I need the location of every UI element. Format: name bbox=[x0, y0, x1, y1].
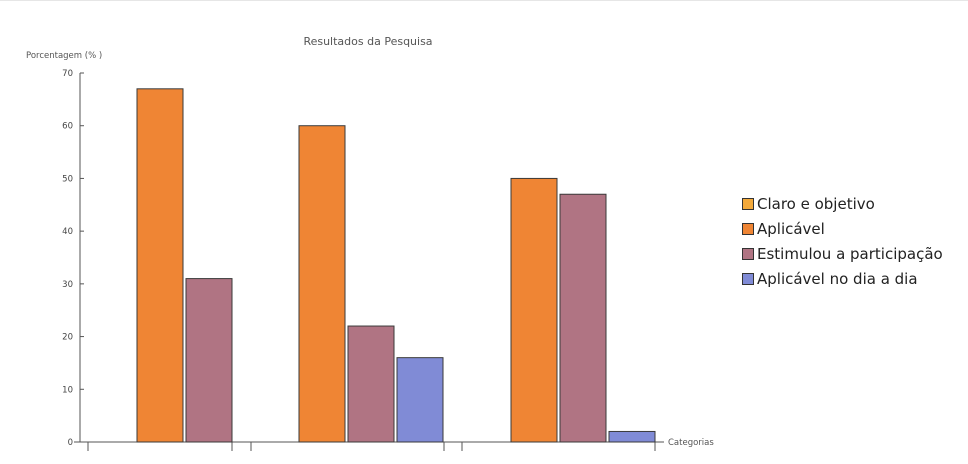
y-tick-label: 50 bbox=[62, 174, 73, 184]
y-axis-label: Porcentagem (% ) bbox=[26, 51, 102, 61]
bar bbox=[608, 430, 656, 443]
legend-label: Aplicável bbox=[757, 219, 825, 238]
legend: Claro e objetivo Aplicável Estimulou a par… bbox=[742, 191, 964, 291]
legend-label: Aplicável no dia a dia bbox=[757, 269, 918, 288]
bar bbox=[396, 357, 444, 443]
bar bbox=[559, 193, 607, 443]
legend-swatch bbox=[742, 197, 754, 210]
legend-item: Claro e objetivo bbox=[742, 191, 964, 216]
y-tick-label: 10 bbox=[62, 385, 73, 395]
y-tick-label: 70 bbox=[62, 69, 73, 79]
bar bbox=[185, 278, 233, 443]
legend-swatch bbox=[742, 272, 754, 285]
legend-swatch bbox=[742, 247, 754, 260]
legend-label: Claro e objetivo bbox=[757, 194, 875, 213]
x-axis-label: Categorias bbox=[668, 438, 714, 448]
legend-item: Aplicável bbox=[742, 216, 964, 241]
legend-label: Estimulou a participação bbox=[757, 244, 943, 263]
legend-item: Estimulou a participação bbox=[742, 241, 964, 266]
y-tick-label: 30 bbox=[62, 280, 73, 290]
legend-item: Aplicável no dia a dia bbox=[742, 266, 964, 291]
bar bbox=[136, 88, 184, 443]
legend-swatch bbox=[742, 222, 754, 235]
chart-title: Resultados da Pesquisa bbox=[303, 35, 432, 48]
y-tick-label: 20 bbox=[62, 333, 73, 343]
y-tick-label: 60 bbox=[62, 122, 73, 132]
y-tick-label: 40 bbox=[62, 227, 73, 237]
y-tick-label: 0 bbox=[68, 438, 73, 448]
bar bbox=[347, 325, 395, 443]
bar bbox=[298, 125, 346, 443]
bar bbox=[510, 177, 558, 443]
